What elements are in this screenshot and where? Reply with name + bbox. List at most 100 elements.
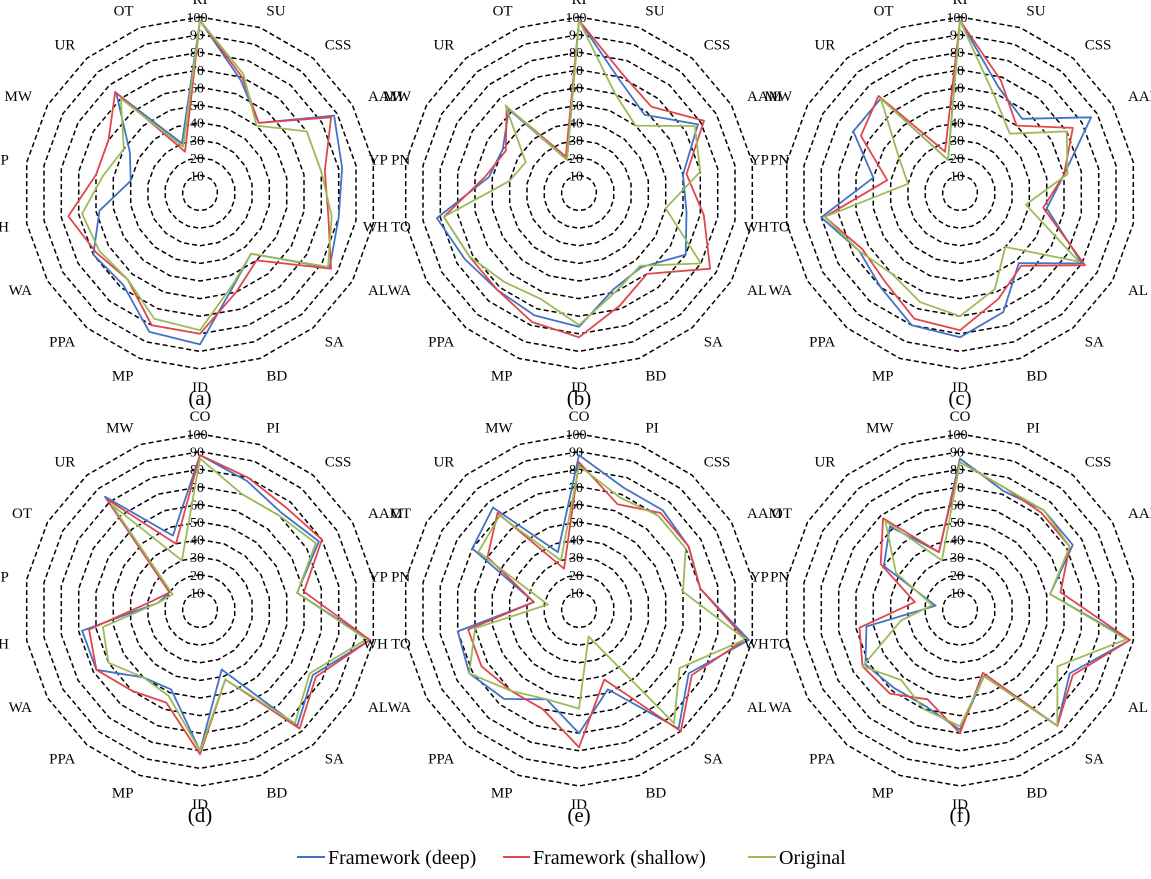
tick-label-10: 10 — [190, 169, 204, 184]
grid-ring-60 — [474, 86, 684, 300]
grid-ring-100 — [25, 16, 375, 370]
tick-label-90: 90 — [950, 29, 964, 44]
series-original — [102, 457, 368, 752]
grid-ring-30 — [907, 139, 1013, 247]
axis-label-ur: UR — [54, 454, 75, 470]
panel-caption: (f) — [950, 803, 971, 827]
axis-label-wh: WH — [744, 220, 769, 236]
axis-label-mp: MP — [491, 785, 513, 801]
radar-panel-5: 102030405060708090100COPICSSAAMPNTOALSAB… — [363, 409, 790, 827]
tick-label-30: 30 — [190, 134, 204, 149]
grid-ring-30 — [147, 139, 253, 247]
tick-label-50: 50 — [569, 516, 583, 531]
axis-label-ot: OT — [493, 4, 513, 20]
grid-ring-40 — [508, 121, 650, 265]
legend-label-framework-deep: Framework (deep) — [328, 847, 476, 869]
axis-label-ppa: PPA — [49, 335, 75, 351]
axis-label-id: ID — [571, 380, 587, 396]
axis-label-al: AL — [747, 700, 767, 716]
grid-ring-20 — [164, 574, 236, 646]
axis-label-aam: AAM — [747, 89, 782, 105]
series-framework-shallow — [467, 461, 747, 749]
axis-label-pi: PI — [266, 421, 279, 437]
tick-label-40: 40 — [569, 117, 583, 132]
axis-label-wa: WA — [769, 283, 792, 299]
tick-label-90: 90 — [569, 446, 583, 461]
tick-label-70: 70 — [569, 64, 583, 79]
axis-label-ur: UR — [814, 454, 835, 470]
tick-label-50: 50 — [190, 99, 204, 114]
grid-ring-90 — [43, 450, 357, 770]
axis-label-bd: BD — [1026, 368, 1047, 384]
tick-label-100: 100 — [947, 428, 968, 443]
grid-ring-90 — [803, 450, 1117, 770]
series-framework-deep — [435, 19, 699, 328]
axis-label-to: TO — [770, 637, 790, 653]
tick-label-100: 100 — [947, 11, 968, 26]
tick-label-10: 10 — [190, 586, 204, 601]
series-framework-shallow — [823, 19, 1086, 332]
grid-ring-90 — [422, 33, 736, 353]
grid-ring-30 — [526, 139, 632, 247]
axis-label-wa: WA — [9, 283, 32, 299]
tick-label-90: 90 — [569, 29, 583, 44]
axis-label-css: CSS — [1085, 37, 1112, 53]
grid-ring-80 — [439, 51, 719, 335]
series-original — [442, 19, 702, 326]
grid-ring-100 — [25, 433, 375, 787]
axis-label-css: CSS — [325, 37, 352, 53]
axis-label-ot: OT — [114, 4, 134, 20]
tick-label-100: 100 — [566, 11, 587, 26]
grid-ring-100 — [785, 16, 1135, 370]
radar-panel-4: 102030405060708090100COPICSSAAMPNTOALSAB… — [0, 409, 411, 827]
axis-label-aam: AAM — [368, 89, 403, 105]
axis-label-pn: PN — [770, 152, 789, 168]
axis-label-al: AL — [368, 283, 388, 299]
tick-label-20: 20 — [190, 152, 204, 167]
grid-ring-40 — [889, 121, 1031, 265]
axis-label-ot: OT — [772, 506, 792, 522]
grid-ring-10 — [181, 591, 219, 629]
axis-label-ur: UR — [433, 454, 454, 470]
axis-label-co: CO — [190, 409, 211, 425]
axis-label-yp: YP — [369, 152, 388, 168]
axis-label-mw: MW — [384, 89, 412, 105]
axis-label-mp: MP — [112, 785, 134, 801]
grid-ring-60 — [855, 86, 1065, 300]
grid-ring-20 — [543, 574, 615, 646]
axis-label-bd: BD — [1026, 785, 1047, 801]
tick-label-10: 10 — [569, 586, 583, 601]
axis-label-ppa: PPA — [428, 335, 454, 351]
tick-label-50: 50 — [950, 516, 964, 531]
legend-label-original: Original — [779, 847, 846, 869]
axis-label-al: AL — [368, 700, 388, 716]
axis-label-su: SU — [645, 4, 664, 20]
grid-ring-70 — [77, 486, 323, 734]
axis-label-css: CSS — [325, 454, 352, 470]
grid-ring-80 — [820, 468, 1100, 752]
grid-ring-70 — [456, 69, 702, 317]
tick-label-50: 50 — [190, 516, 204, 531]
radar-panels: 102030405060708090100RISUCSSAAMPNTOALSAB… — [0, 0, 1151, 827]
grid-ring-30 — [526, 556, 632, 664]
grid-ring-60 — [95, 86, 305, 300]
axis-label-ri: RI — [572, 0, 587, 8]
tick-label-20: 20 — [569, 569, 583, 584]
radar-panel-3: 102030405060708090100RISUCSSAAMPNTOALSAB… — [744, 0, 1151, 410]
axis-label-wa: WA — [388, 700, 411, 716]
axis-label-ur: UR — [814, 37, 835, 53]
axis-label-to: TO — [391, 637, 411, 653]
series-framework-deep — [92, 19, 344, 346]
axis-label-sa: SA — [704, 335, 723, 351]
grid-ring-100 — [404, 433, 754, 787]
axis-label-yp: YP — [369, 569, 388, 585]
panel-caption: (c) — [948, 386, 971, 410]
series-framework-shallow — [67, 19, 333, 335]
axis-label-su: SU — [1026, 4, 1045, 20]
series-original — [81, 19, 333, 332]
axis-label-pi: PI — [645, 421, 658, 437]
grid-ring-30 — [147, 556, 253, 664]
axis-label-ur: UR — [54, 37, 75, 53]
axis-label-al: AL — [1128, 700, 1148, 716]
tick-label-40: 40 — [950, 534, 964, 549]
